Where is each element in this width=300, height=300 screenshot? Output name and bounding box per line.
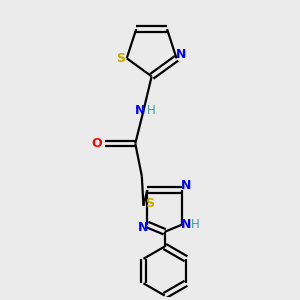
- Text: N: N: [176, 48, 186, 61]
- Text: H: H: [191, 218, 200, 231]
- Text: N: N: [135, 104, 146, 117]
- Text: S: S: [116, 52, 125, 65]
- Text: O: O: [92, 137, 102, 150]
- Text: H: H: [147, 104, 156, 117]
- Text: N: N: [138, 220, 148, 234]
- Text: S: S: [146, 197, 154, 211]
- Text: N: N: [181, 179, 191, 192]
- Text: N: N: [181, 218, 191, 231]
